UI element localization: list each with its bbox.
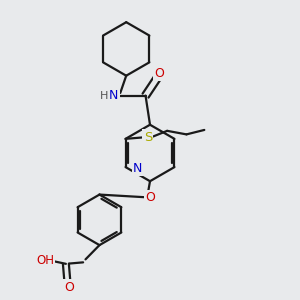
Text: O: O [64, 280, 74, 293]
Text: O: O [146, 191, 155, 204]
Text: N: N [133, 162, 142, 175]
Text: S: S [144, 131, 152, 144]
Text: H: H [100, 91, 109, 100]
Text: O: O [154, 67, 164, 80]
Text: OH: OH [36, 254, 54, 267]
Text: N: N [109, 89, 119, 102]
